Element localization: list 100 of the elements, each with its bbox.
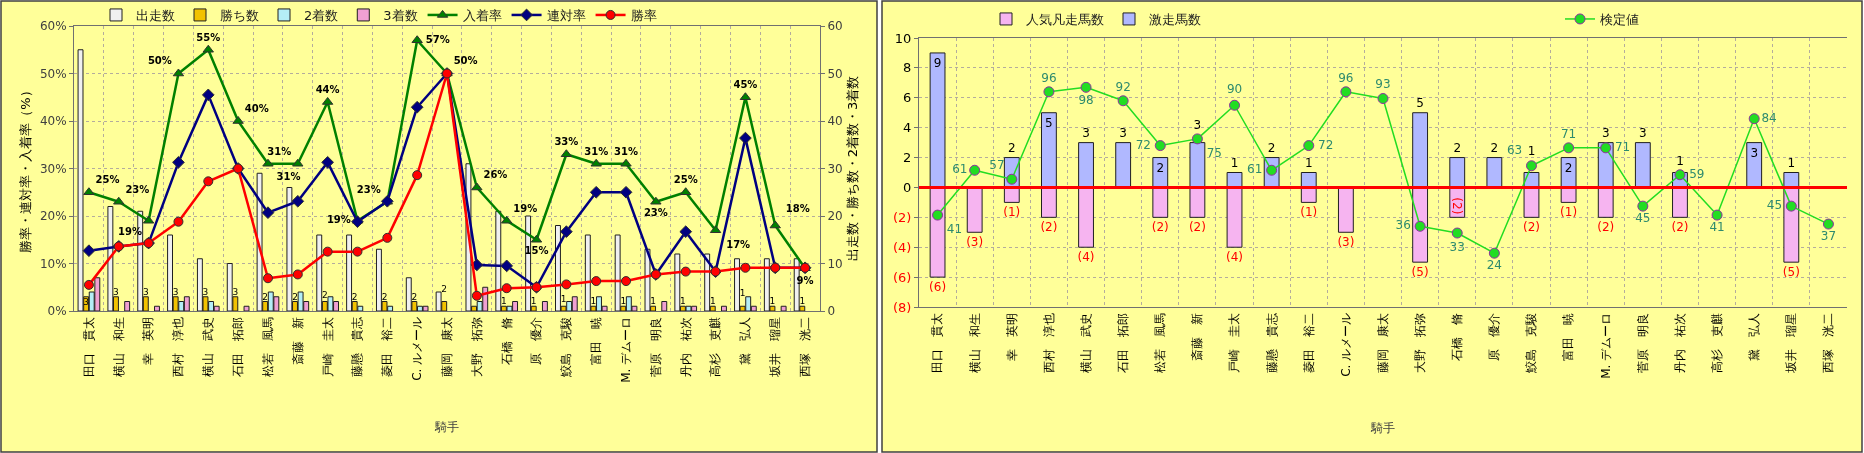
x-tick-label: 横山 和生 (111, 316, 126, 377)
x-tick-label: 坂井 瑠星 (768, 316, 783, 378)
x-tick-label: 幸 英明 (1004, 312, 1019, 361)
data-label: 2 (1007, 140, 1016, 155)
legend-label: 3着数 (383, 8, 418, 24)
x-tick-label: M. デムーロ (1598, 312, 1613, 379)
x-tick-label: 鮫島 克駿 (559, 316, 574, 377)
x-tick-label: 丹内 祐次 (678, 316, 693, 377)
data-label: 1 (501, 296, 507, 307)
y-tick-label: 8 (903, 60, 912, 76)
x-axis-title: 騎手 (1370, 420, 1395, 435)
x-tick-label: 菅原 明良 (648, 316, 663, 377)
y2-tick-label: 20 (827, 209, 843, 224)
x-tick-label: 大野 拓弥 (469, 316, 484, 377)
x-tick-label: 斎藤 新 (290, 316, 305, 365)
data-label: 9 (933, 55, 942, 70)
data-label: 1 (1787, 155, 1796, 170)
data-label: 90 (1226, 82, 1243, 96)
data-label: 96 (1338, 70, 1354, 85)
data-label: (3) (1337, 235, 1355, 250)
data-label: 71 (1560, 126, 1577, 141)
y2-tick-label: 30 (827, 161, 843, 176)
data-label: 84 (1761, 110, 1777, 125)
data-label: (2) (1040, 220, 1058, 235)
data-label: 72 (1318, 137, 1334, 152)
data-label: 57 (989, 157, 1005, 172)
data-label: 26% (483, 169, 508, 181)
data-label: 33% (554, 136, 579, 148)
x-tick-label: 菅原 明良 (1635, 312, 1650, 373)
data-label: (3) (966, 235, 984, 250)
data-label: 2 (1453, 140, 1462, 155)
y-tick-label: 20% (39, 209, 67, 224)
data-label: 1 (1304, 155, 1313, 170)
legend-label: 出走数 (136, 8, 175, 24)
data-label: (2) (1522, 220, 1540, 235)
data-label: 98 (1078, 92, 1094, 107)
x-tick-label: 石田 拓郎 (231, 316, 246, 377)
data-label: 1 (590, 296, 597, 307)
data-label: 57% (425, 33, 450, 45)
data-label: 1 (709, 296, 716, 307)
x-tick-label: 黛 弘人 (738, 316, 753, 365)
x-tick-label: 横山 和生 (967, 312, 982, 373)
x-tick-label: 戸崎 圭太 (1227, 312, 1242, 373)
y-tick-label: 10% (39, 256, 67, 271)
data-label: 1 (650, 296, 656, 307)
data-label: 2 (292, 291, 298, 302)
legend-label: 連対率 (546, 8, 586, 24)
data-label: 2 (1490, 140, 1499, 155)
data-label: 71 (1614, 139, 1631, 154)
x-tick-label: M. デムーロ (618, 316, 633, 383)
y-tick-label: 30% (39, 161, 67, 176)
data-label: 17% (726, 239, 751, 251)
data-label: 3 (232, 286, 239, 297)
legend-label: 人気凡走馬数 (1026, 12, 1104, 28)
data-label: 61 (1247, 162, 1263, 177)
y-tick-label: 2 (903, 150, 912, 166)
data-label: 3 (1119, 125, 1127, 140)
data-label: 44% (315, 83, 340, 95)
data-label: 3 (1193, 117, 1202, 132)
data-label: 2 (351, 291, 358, 302)
data-label: 18% (785, 203, 810, 215)
legend-label: 入着率 (462, 8, 502, 24)
data-label: 92 (1115, 79, 1131, 94)
data-label: 93 (1375, 77, 1391, 92)
y-tick-label: 0 (903, 179, 912, 195)
data-label: 23% (643, 206, 668, 218)
data-label: 1 (530, 296, 537, 307)
x-tick-label: 藤懸 貴志 (350, 316, 365, 377)
x-tick-label: 西塚 洸二 (1821, 312, 1836, 373)
data-label: 61 (952, 162, 968, 177)
y-tick-label: 40% (39, 114, 67, 129)
data-label: 19% (326, 214, 351, 226)
data-label: 33 (1449, 240, 1465, 255)
data-label: 45 (1635, 211, 1651, 226)
y-tick-label: 4 (903, 120, 912, 136)
x-tick-label: 石橋 脩 (1450, 312, 1465, 361)
data-label: 2 (1156, 160, 1165, 175)
x-tick-label: 石橋 脩 (499, 316, 514, 365)
data-label: 50% (147, 55, 172, 67)
data-label: 50% (453, 55, 478, 67)
data-label: 1 (1527, 143, 1536, 158)
data-label: 2 (1564, 160, 1573, 175)
data-label: 24 (1486, 258, 1502, 273)
y2-axis-title: 出走数・勝ち数・2着数・3着数 (845, 75, 861, 262)
data-label: 41 (946, 222, 963, 237)
y-tick-label: 6 (903, 90, 912, 106)
legend-label: 勝ち数 (220, 8, 259, 24)
y-tick-label: 10 (894, 30, 912, 46)
data-label: (1) (1560, 205, 1578, 220)
data-label: 3 (172, 286, 179, 297)
x-tick-label: 戸崎 圭太 (320, 316, 335, 377)
x-tick-label: 黛 弘人 (1747, 312, 1762, 361)
data-label: (6) (929, 280, 947, 295)
x-tick-label: 菱田 裕二 (1301, 312, 1316, 373)
data-label: 63 (1506, 142, 1523, 157)
data-label: 2 (1267, 140, 1276, 155)
x-tick-label: 坂井 瑠星 (1784, 312, 1799, 374)
y-tick-label: (8) (892, 299, 912, 315)
legend-label: 2着数 (304, 8, 339, 24)
data-label: 36 (1395, 218, 1411, 233)
